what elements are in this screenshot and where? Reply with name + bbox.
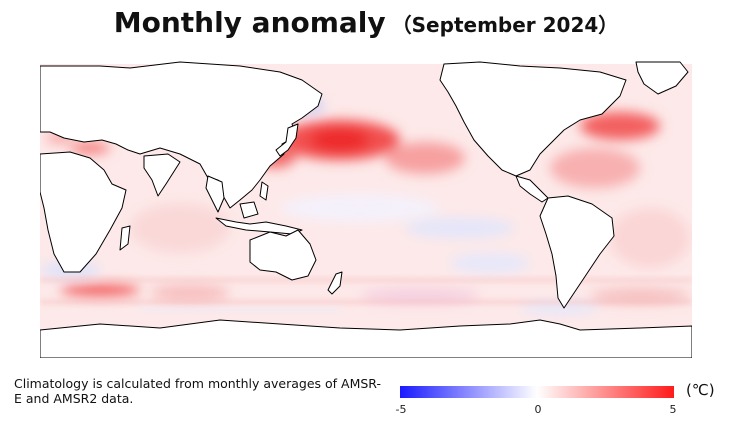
landmass-greenland: [635, 61, 689, 95]
page-title: Monthly anomaly （September 2024）: [0, 6, 732, 39]
landmass-india: [143, 153, 181, 197]
colorbar-tick-max: 5: [669, 403, 677, 416]
landmass-south-america: [539, 195, 615, 309]
landmass-japan: [275, 123, 299, 157]
landmass-indonesia: [215, 217, 303, 235]
title-main: Monthly anomaly: [113, 6, 386, 39]
landmass-north-america: [439, 61, 627, 177]
title-period: （September 2024）: [391, 13, 619, 37]
landmass-eurasia: [40, 61, 323, 209]
climatology-note: Climatology is calculated from monthly a…: [14, 376, 381, 406]
landmass-africa: [40, 151, 127, 273]
landmass-borneo: [239, 201, 259, 219]
colorbar-unit: (℃): [686, 381, 715, 399]
colorbar: [400, 386, 674, 398]
landmass-central-america: [515, 175, 549, 203]
land-masses: [40, 58, 692, 358]
landmass-madagascar: [119, 225, 131, 251]
arctic-cap: [40, 58, 692, 64]
landmass-indochina: [205, 175, 225, 213]
colorbar-tick-mid: 0: [534, 403, 542, 416]
landmass-new-zealand: [327, 271, 343, 295]
anomaly-map: [40, 58, 692, 358]
landmass-australia: [249, 229, 317, 281]
landmass-philippines: [259, 181, 269, 201]
landmass-antarctica: [40, 319, 692, 358]
colorbar-tick-min: -5: [395, 403, 407, 416]
